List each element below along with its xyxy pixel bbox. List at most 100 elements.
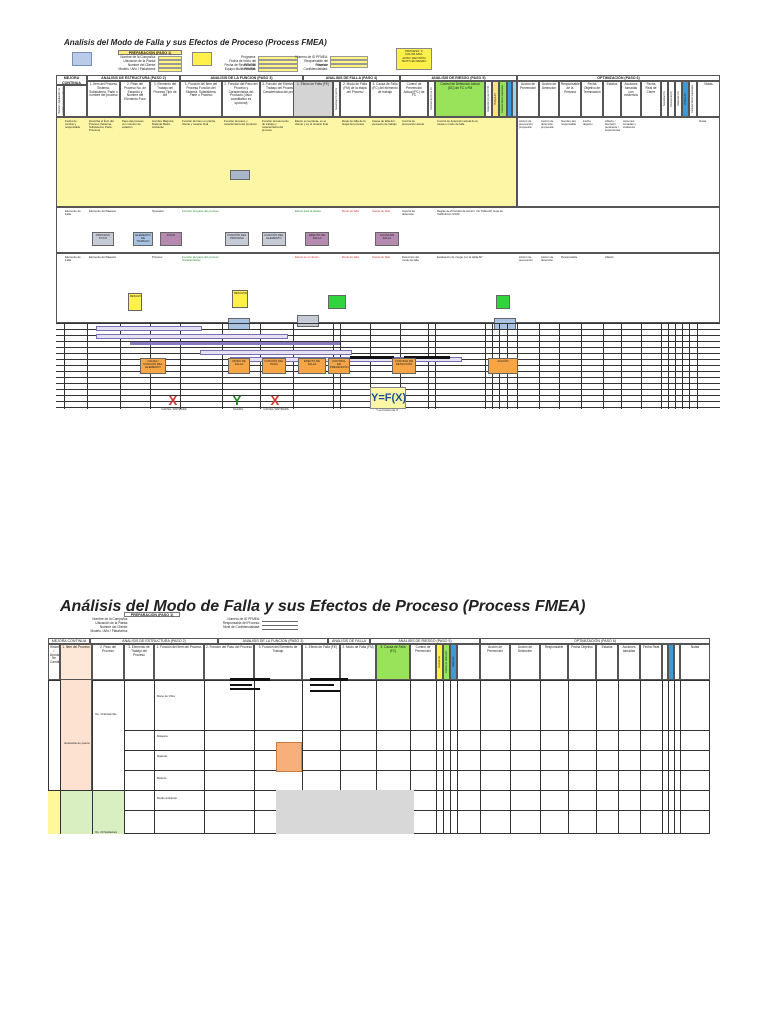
col-header-o2: Ocurrencia (O) (668, 81, 675, 117)
row3-paso: Elemento del Maestro (89, 255, 117, 259)
p2-element-3: Material (157, 754, 167, 758)
row3-green-1: RESULTADO (128, 293, 142, 311)
col-header-acciones: Acciones tomadas con evidencia (621, 81, 641, 117)
row3-green-4 (496, 295, 510, 309)
p2-col-d2 (674, 644, 680, 680)
p2-band-estructura: ANALISIS DE ESTRUCTURA (PASO 2) (90, 638, 218, 644)
info-label: Nombre del Cliente: (99, 625, 128, 629)
info-value-field[interactable] (258, 56, 298, 60)
row1-estatus: Abierto / Decisión pendiente / Implement… (605, 119, 620, 133)
x-caption: CAUSA / ENTRADA (263, 407, 289, 411)
p2-col-elemento: 3. Elemento de Trabajo del Proceso (124, 644, 154, 680)
row1-notas: Notas (699, 119, 707, 123)
info-value-field[interactable] (262, 622, 298, 626)
row1-fecha: Fecha objetivo (583, 119, 593, 126)
row2-chip-falla-2: CAUSA DE FALLA (375, 232, 399, 246)
formula-caption: Y es función de X (376, 408, 398, 412)
col-header-ap: PFMEA AP (492, 81, 499, 117)
row3-elemento: Proceso (152, 255, 163, 259)
band-estructura: ANALISIS DE ESTRUCTURA (PASO 2) (87, 75, 180, 81)
col-header-ocurrencia: Ocurrencia (O) de FC (428, 81, 435, 117)
info-label: Fecha de Inicio del PFMEA: (229, 59, 256, 67)
p2-step-text: Op. 10 Ensamble (95, 712, 117, 716)
row3-accion-det: Acción de detección (541, 255, 554, 262)
p2-band-funcion: ANALISIS DE LA FUNCION (PASO 3) (218, 638, 328, 644)
row1-acciones: Acciones tomadas y evidencia (623, 119, 636, 130)
info-value-field[interactable] (330, 64, 368, 68)
row2-chip-estructura-1: PROCESO FOCO (92, 232, 114, 246)
p2-col-fecha-real: Fecha Real (640, 644, 662, 680)
p2-col-funcion-elemento: 3. Función del Elemento de Trabajo (254, 644, 302, 680)
col-header-paso: 2. Paso del Proceso No. de Estación y No… (120, 81, 150, 117)
info-value-field[interactable] (158, 68, 182, 72)
p2-body (48, 680, 710, 834)
p2-col-acciones: Acciones tomadas (618, 644, 640, 680)
row2-chip-funcion-2: FUNCIÓN DEL ELEMENTO (262, 232, 286, 246)
info-label: Ubicación de la Planta: (95, 621, 128, 625)
band-falla: ANALISIS DE FALLA (PASO 4) (303, 75, 400, 81)
row1-historial: Fecha de cambio y responsable (65, 119, 81, 130)
orange-chip-6: CONTROL DE DETECCIÓN (392, 358, 416, 374)
info-value-field[interactable] (258, 60, 298, 64)
p2-col-d: Detección (450, 644, 457, 680)
info-label: Nivel de Confidencialidad: (303, 63, 328, 71)
row1-causa: Causa de falla del elemento de trabajo (372, 119, 397, 126)
row2-deteccion: Control de detección (402, 209, 415, 216)
row1-funcion-elemento: Función del elemento de trabajo y caract… (262, 119, 289, 133)
info-label: Número de ID PFMEA: (295, 55, 328, 59)
col-header-elemento: 3. Elemento del Trabajo del Proceso Tipo… (150, 81, 180, 117)
row3-accion-prev: Acción de prevención (519, 255, 533, 262)
col-header-historial: Historial / Aprobación de Cambios (cuand… (56, 85, 64, 117)
p2-col-accion-prev: Acción de Prevención (480, 644, 510, 680)
p2-col-modo: 2. Modo de Falla (FM) (340, 644, 376, 680)
y-caption: SALIDA (233, 407, 243, 411)
col-header-s2: Severidad (S) (661, 81, 668, 117)
p2-element-2: Máquina (157, 734, 168, 738)
p2-step-2: Op. 20 Soldadura (95, 830, 117, 834)
p2-band-riesgo: ANALISIS DE RIESGO (PASO 5) (370, 638, 480, 644)
info-value-field[interactable] (262, 626, 298, 630)
band-funcion: ANALISIS DE LA FUNCION (PASO 3) (180, 75, 303, 81)
info-value-field[interactable] (330, 60, 368, 64)
flow-arrow (96, 326, 202, 331)
info-value-field[interactable] (262, 618, 298, 622)
p2-black-bar (310, 684, 334, 686)
row3-gray-1 (297, 315, 319, 327)
col-header-accion-det: Acción de Detección (539, 81, 559, 117)
flow-arrow (130, 342, 340, 345)
p2-element-4: Método (157, 776, 167, 780)
blue-legend-box (72, 52, 92, 66)
row3-funcion-paso: Función del paso del proceso (caracterís… (182, 255, 219, 262)
col-header-blue-1 (507, 81, 512, 117)
row1-accion-prev: Acción de prevención propuesta (519, 119, 533, 130)
info-value-field[interactable] (158, 64, 182, 68)
info-value-field[interactable] (258, 64, 298, 68)
col-header-d: Detección (D) de FC/FM (485, 81, 492, 117)
col-header-especiales: Características Especiales (499, 81, 507, 117)
info-label: Programa: (241, 55, 256, 59)
info-value-field[interactable] (158, 56, 182, 60)
planning-header: PREPARACIÓN (PASO 1) (118, 50, 182, 55)
p2-col-funcion-paso: 2. Función del Paso del Proceso (204, 644, 254, 680)
x-caption: CAUSA / ENTRADA (161, 407, 187, 411)
p2-gray-block (276, 790, 414, 834)
info-value-field[interactable] (258, 68, 298, 72)
col-header-d2: Detección (D) (675, 81, 682, 117)
p2-col-o (668, 644, 674, 680)
col-header-ap2: PFMEA AP (682, 81, 689, 117)
fmea-page-1: Analisis del Modo de Falla y sus Efectos… (56, 38, 720, 412)
info-value-field[interactable] (158, 60, 182, 64)
band-riesgo: ANALISIS DE RIESGO (PASO 5) (400, 75, 517, 81)
row1-funcion-paso: Función del paso y característica del pr… (224, 119, 257, 126)
info-label: Modelo / Año / Plataforma: (90, 629, 128, 633)
row2-chip-estructura-3: FOCO (160, 232, 182, 246)
row3-riesgo-note: Evaluación de riesgo con la tabla AP (437, 255, 483, 259)
p2-element-1: Mano de Obra (157, 694, 175, 698)
orange-chip-4: EFECTO DE FALLA (298, 358, 326, 374)
row1-funcion-item: Función del ítem en planta, cliente y us… (182, 119, 216, 126)
info-label: Nombre de la Compañía: (120, 55, 156, 59)
info-label: Equipo Multifuncional: (224, 67, 256, 71)
info-value-field[interactable] (330, 56, 368, 60)
row1-item: Describa el Ítem del Proceso (Sistema, S… (89, 119, 114, 133)
p2-col-item: 1. Ítem del Proceso (60, 644, 92, 680)
